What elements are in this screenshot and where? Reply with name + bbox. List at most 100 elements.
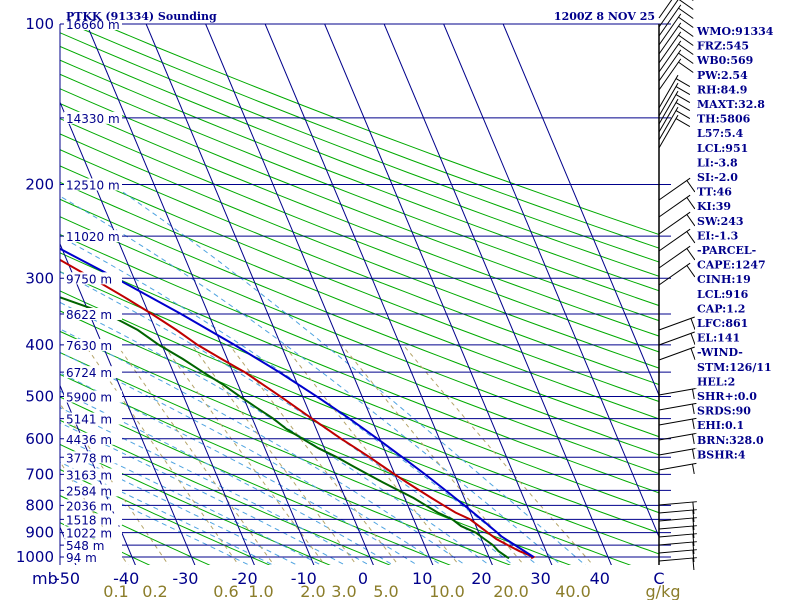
wind-barb-flag xyxy=(690,318,696,330)
wind-barbs xyxy=(658,0,697,571)
parcel-trace xyxy=(60,247,535,558)
index-label: BSHR:4 xyxy=(697,448,746,461)
height-label-bg xyxy=(64,307,122,320)
dry-adiabat-line xyxy=(60,73,659,307)
index-label: CAP:1.2 xyxy=(697,302,745,315)
wind-barb-flag xyxy=(675,86,691,95)
height-label: 4436 m xyxy=(66,433,112,447)
wind-barb xyxy=(658,0,673,19)
wind-barb xyxy=(658,106,679,141)
height-label: 16660 m xyxy=(66,18,120,32)
index-label-bg xyxy=(695,273,748,287)
wind-barb-flag xyxy=(692,549,695,563)
mixing-ratio-line xyxy=(162,344,326,565)
index-label-bg xyxy=(695,302,748,316)
isotherm-line xyxy=(60,242,196,565)
index-label-bg xyxy=(695,185,734,199)
dry-adiabat-line xyxy=(60,102,659,337)
index-label: CINH:19 xyxy=(697,273,751,286)
index-label: LCL:916 xyxy=(697,288,749,301)
mixing-ratio-tick-label: 5.0 xyxy=(373,582,398,600)
wind-barb xyxy=(658,40,682,73)
dry-adiabat-line xyxy=(60,45,659,277)
wind-barb-flag xyxy=(692,533,695,547)
wind-barb-flag xyxy=(678,52,694,64)
index-label-bg xyxy=(695,258,762,272)
mixing-ratio-tick-label: 10.0 xyxy=(429,582,465,600)
wind-barb xyxy=(658,432,697,441)
dry-adiabat-line xyxy=(60,32,659,263)
dry-adiabat-line xyxy=(60,88,659,322)
wind-barb xyxy=(658,177,691,201)
index-label-bg xyxy=(695,244,755,257)
wind-barb xyxy=(658,49,682,82)
height-label: 14330 m xyxy=(66,112,120,126)
index-label-bg xyxy=(695,171,748,184)
wind-barb-flag xyxy=(686,214,696,227)
moist-adiabat-line xyxy=(60,195,562,565)
moist-adiabat-line xyxy=(111,183,586,565)
height-label: 3163 m xyxy=(66,468,112,482)
wind-barb xyxy=(658,346,695,361)
pressure-tick-label: 800 xyxy=(25,496,54,514)
index-label: TT:46 xyxy=(697,186,732,199)
wind-barb-flag xyxy=(691,419,695,430)
wind-barb xyxy=(658,245,691,269)
index-label: WMO:91334 xyxy=(696,25,774,38)
height-label-bg xyxy=(64,484,122,497)
height-label-bg xyxy=(64,526,122,539)
index-label: EL:141 xyxy=(697,332,740,345)
temperature-trace xyxy=(60,258,537,560)
height-label-bg xyxy=(64,451,122,464)
temperature-tick-label: -40 xyxy=(113,569,139,588)
height-label: 12510 m xyxy=(66,178,120,192)
height-label: 11020 m xyxy=(66,230,120,244)
dry-adiabat-line xyxy=(60,216,659,456)
wind-barb xyxy=(658,533,697,538)
dry-adiabat-line xyxy=(60,352,572,565)
isotherm-line xyxy=(383,24,612,565)
index-label: SW:243 xyxy=(697,215,744,228)
height-label-bg xyxy=(64,272,122,285)
wind-barb-flag xyxy=(686,265,696,278)
wind-barb xyxy=(658,447,697,456)
index-label: SHR+:0.0 xyxy=(697,390,757,403)
isobars xyxy=(60,23,671,558)
index-label-bg xyxy=(695,200,734,214)
dewpoint-trace xyxy=(60,296,510,560)
height-label-bg xyxy=(64,390,122,403)
wind-barb xyxy=(658,462,697,471)
index-label-bg xyxy=(695,419,748,433)
height-label-bg xyxy=(64,539,122,552)
wind-barb xyxy=(658,557,697,562)
mixing-ratio-line xyxy=(283,344,460,565)
wind-barb xyxy=(658,58,682,91)
wind-barb xyxy=(658,0,679,28)
wind-barb-flag xyxy=(690,333,696,345)
index-label: HEL:2 xyxy=(697,375,735,388)
index-label-bg xyxy=(695,141,748,155)
index-label-bg xyxy=(695,390,755,403)
index-label: L57:5.4 xyxy=(697,127,744,140)
wind-barb xyxy=(658,509,697,514)
wind-barb xyxy=(658,417,697,426)
wind-barb-flag xyxy=(692,557,695,571)
wind-barb-flag xyxy=(691,464,695,475)
height-label: 8622 m xyxy=(66,308,112,322)
height-label-bg xyxy=(64,468,122,481)
pressure-tick-label: 500 xyxy=(25,388,54,406)
mixing-ratio-tick-label: 20.0 xyxy=(493,582,529,600)
pressure-tick-label: 900 xyxy=(25,524,54,542)
dry-adiabat-line xyxy=(60,181,659,420)
dry-adiabat-line xyxy=(70,24,659,249)
height-label: 1022 m xyxy=(66,527,112,541)
index-label-bg xyxy=(695,98,762,111)
mixing-ratio-tick-labels: 0.1 0.2 0.6 1.0 2.0 3.0 5.0 10.0 20.0 40.0 g/kg xyxy=(103,582,680,600)
index-label: MAXT:32.8 xyxy=(697,98,765,111)
wind-barb-flag xyxy=(678,0,694,10)
dry-adiabat-line xyxy=(60,59,659,292)
moist-adiabat-line xyxy=(60,461,274,565)
pressure-tick-label: 700 xyxy=(25,465,54,483)
wind-barb-flag xyxy=(686,197,696,210)
